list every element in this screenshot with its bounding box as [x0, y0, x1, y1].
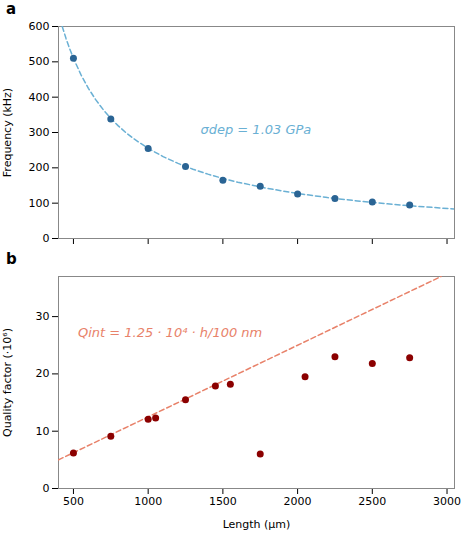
- svg-text:σdep = 1.03 GPa: σdep = 1.03 GPa: [200, 122, 311, 137]
- svg-text:500: 500: [63, 495, 84, 508]
- svg-text:30: 30: [36, 310, 50, 323]
- html-text:a: a: [6, 0, 17, 18]
- html-text:b: b: [6, 250, 17, 268]
- svg-text:600: 600: [29, 20, 50, 33]
- svg-text:10: 10: [36, 425, 50, 438]
- svg-text:2500: 2500: [358, 495, 386, 508]
- svg-text:Quality factor (·10⁶): Quality factor (·10⁶): [1, 328, 14, 437]
- svg-text:0: 0: [43, 232, 50, 245]
- svg-text:200: 200: [29, 161, 50, 174]
- svg-text:1500: 1500: [209, 495, 237, 508]
- svg-text:300: 300: [29, 126, 50, 139]
- svg-text:500: 500: [29, 55, 50, 68]
- svg-text:Qint = 1.25 · 10⁴ · h/100 nm: Qint = 1.25 · 10⁴ · h/100 nm: [78, 325, 262, 340]
- svg-text:400: 400: [29, 91, 50, 104]
- svg-text:100: 100: [29, 197, 50, 210]
- svg-text:Length (μm): Length (μm): [223, 518, 291, 531]
- svg-text:Frequency (kHz): Frequency (kHz): [1, 88, 14, 177]
- svg-text:2000: 2000: [284, 495, 312, 508]
- svg-text:3000: 3000: [433, 495, 461, 508]
- svg-text:0: 0: [43, 482, 50, 495]
- svg-text:1000: 1000: [134, 495, 162, 508]
- svg-text:20: 20: [36, 367, 50, 380]
